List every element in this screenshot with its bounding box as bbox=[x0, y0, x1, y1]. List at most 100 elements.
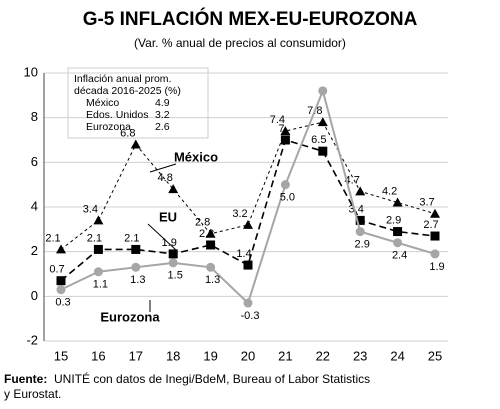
marker bbox=[280, 180, 290, 190]
inset-title: Inflación anual prom. década 2016-2025 (%… bbox=[74, 73, 181, 97]
marker bbox=[280, 135, 290, 145]
marker bbox=[430, 231, 440, 241]
data-label: 2.4 bbox=[392, 250, 407, 262]
inset-value: 4.9 bbox=[155, 97, 170, 109]
inset-title: década 2016-2025 (%) bbox=[74, 85, 181, 97]
data-label: 2.9 bbox=[386, 214, 401, 226]
series-annotation: Eurozona bbox=[100, 309, 160, 324]
inset-title: Inflación anual prom. bbox=[74, 73, 171, 85]
data-label: -0.3 bbox=[241, 310, 260, 322]
data-label: 2.1 bbox=[45, 232, 60, 244]
marker bbox=[130, 139, 141, 149]
marker bbox=[317, 117, 328, 127]
data-label: 6.8 bbox=[120, 127, 135, 139]
x-tick-label: 21 bbox=[278, 348, 292, 363]
marker bbox=[93, 267, 103, 277]
data-label: 0.7 bbox=[49, 264, 64, 276]
data-label: 1.9 bbox=[429, 261, 444, 273]
data-label: 3.4 bbox=[349, 203, 364, 215]
marker bbox=[131, 262, 141, 272]
marker bbox=[206, 240, 216, 250]
data-label: 2.3 bbox=[199, 228, 214, 240]
y-tick-label: -2 bbox=[26, 332, 38, 347]
marker bbox=[93, 244, 103, 254]
data-label: 2.1 bbox=[87, 232, 102, 244]
marker bbox=[280, 126, 291, 136]
data-label: 2.1 bbox=[124, 232, 139, 244]
source: y Eurostat. bbox=[4, 387, 61, 401]
series-line bbox=[60, 121, 436, 250]
data-label: 3.7 bbox=[419, 197, 434, 209]
x-tick-label: 22 bbox=[316, 348, 330, 363]
data-label: 1.1 bbox=[93, 279, 108, 291]
source: UNITÉ con datos de Inegi/BdeM, Bureau of… bbox=[4, 371, 370, 401]
inset-name: Edos. Unidos bbox=[86, 109, 148, 121]
marker bbox=[430, 208, 440, 218]
x-tick-label: 18 bbox=[166, 348, 180, 363]
marker bbox=[168, 184, 179, 194]
marker bbox=[355, 227, 365, 237]
marker bbox=[168, 258, 178, 268]
x-tick-label: 23 bbox=[353, 348, 367, 363]
marker bbox=[318, 146, 328, 156]
data-label: 5.0 bbox=[280, 192, 295, 204]
annotation-arrow bbox=[149, 163, 177, 173]
data-label: 7 bbox=[278, 123, 284, 135]
data-label: 2.7 bbox=[423, 219, 438, 231]
data-label: 4.8 bbox=[158, 172, 173, 184]
y-tick-label: 0 bbox=[31, 288, 38, 303]
y-tick-label: 2 bbox=[31, 243, 38, 258]
marker bbox=[430, 249, 440, 259]
marker bbox=[243, 219, 253, 229]
series-annotation: EU bbox=[159, 209, 177, 224]
source: UNITÉ con datos de Inegi/BdeM, Bureau of… bbox=[54, 371, 370, 386]
x-tick-label: 17 bbox=[129, 348, 143, 363]
inset-name: México bbox=[86, 97, 119, 109]
series-annotation: México bbox=[174, 149, 218, 164]
marker bbox=[392, 197, 403, 207]
marker bbox=[243, 260, 253, 270]
x-tick-label: 15 bbox=[54, 348, 68, 363]
data-label: 1.4 bbox=[236, 248, 251, 260]
marker bbox=[355, 215, 365, 225]
marker bbox=[56, 276, 66, 286]
marker bbox=[243, 298, 253, 308]
y-tick-label: 6 bbox=[31, 154, 38, 169]
data-label: 3.4 bbox=[83, 203, 98, 215]
data-label: 3.2 bbox=[232, 208, 247, 220]
marker bbox=[206, 262, 216, 272]
marker bbox=[93, 215, 104, 225]
annotation-arrow bbox=[147, 223, 177, 251]
y-tick-label: 4 bbox=[31, 198, 38, 213]
inset-value: 2.6 bbox=[155, 121, 170, 133]
marker bbox=[393, 227, 403, 237]
data-label: 2.9 bbox=[355, 238, 370, 250]
chart-title: G-5 INFLACIÓN MEX-EU-EUROZONA bbox=[83, 8, 418, 30]
x-tick-label: 20 bbox=[241, 348, 255, 363]
data-label: 1.3 bbox=[130, 274, 145, 286]
data-label: 0.3 bbox=[55, 297, 70, 309]
data-label: 2.8 bbox=[195, 217, 210, 229]
data-label: 7.4 bbox=[270, 114, 285, 126]
marker bbox=[131, 244, 141, 254]
x-tick-label: 19 bbox=[203, 348, 217, 363]
marker bbox=[56, 285, 66, 295]
y-tick-label: 10 bbox=[24, 64, 38, 79]
x-tick-label: 16 bbox=[91, 348, 105, 363]
marker bbox=[168, 249, 178, 259]
data-label: 1.5 bbox=[168, 270, 183, 282]
marker bbox=[318, 86, 328, 96]
marker bbox=[355, 186, 366, 196]
inset-value: 3.2 bbox=[155, 109, 170, 121]
inset-box bbox=[67, 67, 209, 139]
data-label: 6.5 bbox=[311, 134, 326, 146]
source-label: Fuente: bbox=[4, 372, 47, 386]
y-tick-label: 8 bbox=[31, 109, 38, 124]
inset-name: Eurozona bbox=[86, 121, 131, 133]
data-label: 1.3 bbox=[205, 274, 220, 286]
marker bbox=[393, 238, 403, 248]
chart-subtitle: (Var. % anual de precios al consumidor) bbox=[134, 36, 346, 50]
x-tick-label: 24 bbox=[390, 348, 404, 363]
